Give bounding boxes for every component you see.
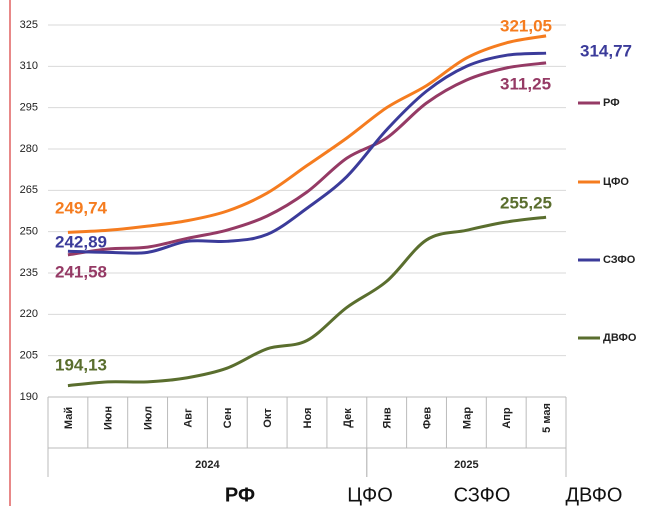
x-tick-label: Окт — [262, 408, 274, 428]
series-line — [67, 34, 547, 234]
data-label: 314,77 — [580, 41, 632, 60]
data-label: 311,25 — [500, 74, 551, 93]
y-tick-label: 220 — [20, 308, 38, 320]
x-tick-label: Июл — [143, 406, 155, 430]
data-label: 241,58 — [55, 262, 107, 281]
data-label: 194,13 — [55, 355, 107, 374]
x-tick-label: 5 мая — [541, 403, 553, 433]
x-tick-label: Фев — [421, 407, 433, 430]
y-tick-label: 325 — [20, 19, 38, 31]
legend-label: РФ — [603, 97, 620, 109]
legend-label: ДВФО — [603, 332, 637, 344]
series-line — [67, 51, 547, 255]
x-tick-label: Ноя — [302, 408, 314, 429]
tab[interactable]: ДВФО — [566, 484, 623, 506]
y-tick-label: 190 — [20, 391, 38, 403]
legend-label: СЗФО — [603, 254, 636, 266]
x-tick-label: Июн — [103, 406, 115, 430]
y-tick-label: 265 — [20, 184, 38, 196]
x-tick-label: Апр — [501, 407, 513, 429]
x-tick-label: Янв — [382, 407, 394, 429]
x-tick-label: Дек — [342, 408, 354, 428]
y-tick-label: 250 — [20, 226, 38, 238]
x-tick-label: Мар — [461, 407, 473, 429]
tab[interactable]: ЦФО — [347, 484, 393, 506]
x-tick-label: Сен — [222, 408, 234, 429]
legend-label: ЦФО — [603, 176, 629, 188]
tab[interactable]: РФ — [225, 484, 255, 506]
data-label: 255,25 — [500, 193, 552, 212]
series-line — [67, 215, 547, 388]
x-tick-label: Авг — [182, 408, 194, 428]
tab[interactable]: СЗФО — [454, 484, 511, 506]
y-tick-label: 295 — [20, 102, 38, 114]
y-tick-label: 205 — [20, 350, 38, 362]
series-line — [67, 61, 547, 257]
group-label: 2024 — [195, 459, 220, 471]
y-tick-label: 235 — [20, 267, 38, 279]
data-label: 242,89 — [55, 232, 107, 251]
group-label: 2025 — [454, 459, 478, 471]
data-label: 249,74 — [55, 198, 108, 217]
y-tick-label: 280 — [20, 143, 38, 155]
data-label: 321,05 — [500, 16, 552, 35]
x-tick-label: Май — [63, 407, 75, 429]
y-tick-label: 310 — [20, 60, 38, 72]
